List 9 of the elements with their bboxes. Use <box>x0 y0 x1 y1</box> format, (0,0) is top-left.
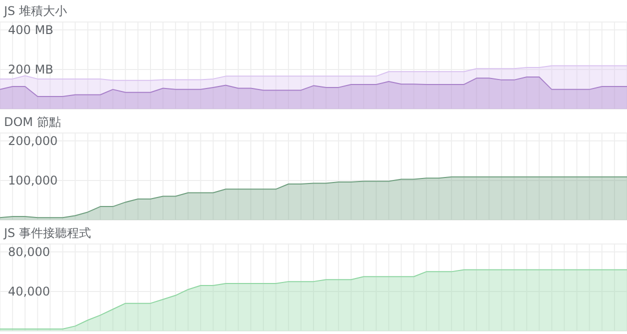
y-tick-label: 200,000 <box>8 134 58 148</box>
y-tick-label: 100,000 <box>8 174 58 188</box>
chart-title: JS 堆積大小 <box>4 3 67 20</box>
y-tick-label: 40,000 <box>8 284 50 299</box>
chart-title: JS 事件接聽程式 <box>4 225 91 242</box>
chart-title: DOM 節點 <box>4 114 61 131</box>
y-tick-label: 200 MB <box>8 62 54 77</box>
y-tick-label: 400 MB <box>8 23 54 38</box>
y-tick-label: 80,000 <box>8 245 50 260</box>
